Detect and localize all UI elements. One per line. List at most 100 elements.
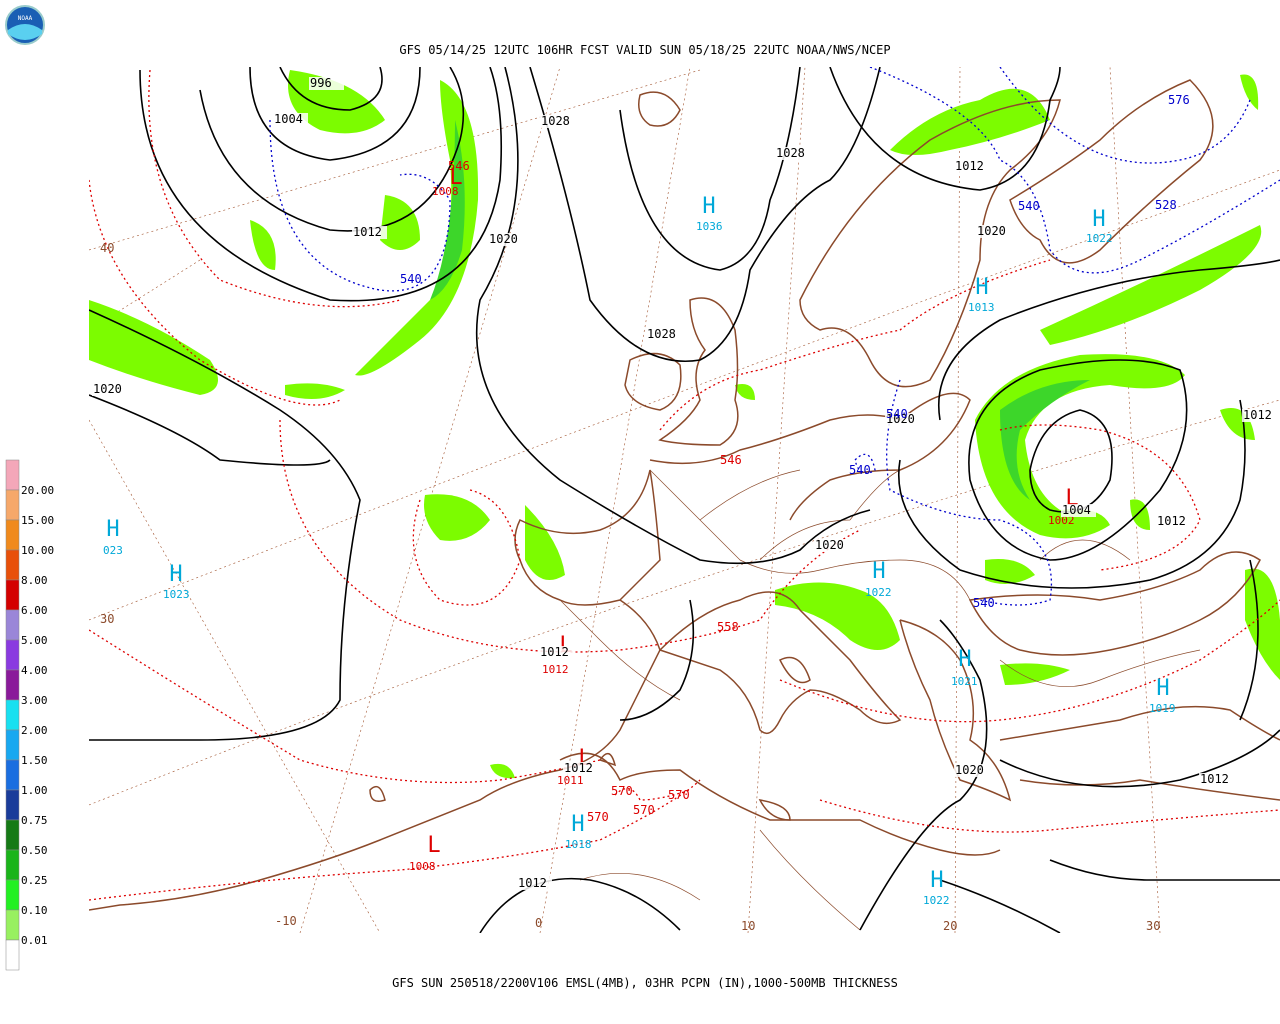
low-pressure: 1008 [432, 185, 459, 198]
label-bg [1199, 773, 1234, 786]
legend-label: 5.00 [21, 634, 48, 647]
legend-swatch [5, 579, 20, 611]
label-bg [273, 113, 308, 126]
thickness-label: 528 [1155, 198, 1177, 212]
high-letter: H [1092, 207, 1105, 232]
isobar-label: 996 [310, 76, 332, 90]
low-pressure: 1011 [557, 774, 584, 787]
isobar-label: 1020 [93, 382, 122, 396]
noaa-logo: NOAA [5, 5, 45, 45]
isobar-label: 1020 [489, 232, 518, 246]
grid-label: 10 [741, 919, 755, 933]
high-letter: H [169, 562, 182, 587]
high-pressure: 1019 [1149, 702, 1176, 715]
label-bg [775, 147, 810, 160]
isobar-label: 1004 [1062, 503, 1091, 517]
graticule [89, 67, 1280, 933]
isobar-label: 1012 [1157, 514, 1186, 528]
low-pressure: 1002 [1048, 514, 1075, 527]
high-pressure: 1013 [968, 301, 995, 314]
label-bg [1061, 504, 1096, 517]
legend-swatch [5, 849, 20, 881]
thickness-label: 570 [611, 784, 633, 798]
legend-swatch [5, 909, 20, 941]
isobar-label: 1012 [1200, 772, 1229, 786]
thickness-label: 540 [1018, 199, 1040, 213]
map-caption: GFS SUN 250518/2200V106 EMSL(4MB), 03HR … [392, 976, 898, 990]
low-pressure: 1008 [409, 860, 436, 873]
thickness-label: 570 [587, 810, 609, 824]
label-bg [1156, 515, 1191, 528]
legend-label: 1.00 [21, 784, 48, 797]
high-letter: H [106, 517, 119, 542]
legend-label: 0.75 [21, 814, 48, 827]
label-bg [540, 115, 575, 128]
borders [559, 469, 1201, 931]
label-bg [885, 413, 920, 426]
thickness-label: 576 [1168, 93, 1190, 107]
legend-swatch [5, 729, 20, 761]
isobars [89, 67, 1280, 933]
thickness-label: 546 [720, 453, 742, 467]
high-pressure: 1022 [923, 894, 950, 907]
legend-label: 6.00 [21, 604, 48, 617]
isobar-label: 1012 [540, 645, 569, 659]
low-pressure: 1012 [542, 663, 569, 676]
thickness-label: 570 [633, 803, 655, 817]
legend-swatch [5, 699, 20, 731]
isobar-label: 1028 [776, 146, 805, 160]
high-letter: H [975, 275, 988, 300]
legend-label: 8.00 [21, 574, 48, 587]
legend-label: 1.50 [21, 754, 48, 767]
legend-swatch [5, 549, 20, 581]
legend-swatch [5, 789, 20, 821]
legend-swatch [5, 819, 20, 851]
label-bg [563, 762, 598, 775]
legend-swatch [5, 459, 20, 491]
isobar-label: 1012 [955, 159, 984, 173]
high-letter: H [930, 868, 943, 893]
thickness-label: 546 [448, 159, 470, 173]
isobar-label: 1028 [647, 327, 676, 341]
label-bg [309, 77, 344, 90]
legend-label: 20.00 [21, 484, 54, 497]
high-letter: H [702, 194, 715, 219]
label-bg [539, 646, 574, 659]
high-pressure: 1036 [696, 220, 723, 233]
thickness-label: 570 [668, 788, 690, 802]
grid-label: 0 [535, 916, 542, 930]
high-pressure: 1021 [951, 675, 978, 688]
legend-swatch [5, 519, 20, 551]
isobar-label: 1028 [541, 114, 570, 128]
legend: 20.00 15.00 10.00 8.00 6.00 5.00 4.00 3.00 2.00 1… [5, 459, 54, 971]
thickness-contours [89, 67, 1280, 901]
label-bg [954, 764, 989, 777]
low-letter: L [427, 833, 440, 858]
isobar-label: 1020 [886, 412, 915, 426]
low-letter: L [449, 165, 462, 190]
label-bg [352, 226, 387, 239]
legend-swatch [5, 639, 20, 671]
legend-swatch [5, 609, 20, 641]
isobar-label: 1020 [977, 224, 1006, 238]
map-title: GFS 05/14/25 12UTC 106HR FCST VALID SUN … [399, 43, 890, 57]
legend-label: 3.00 [21, 694, 48, 707]
legend-label: 0.50 [21, 844, 48, 857]
isobar-label: 1012 [564, 761, 593, 775]
grid-label: 20 [943, 919, 957, 933]
high-pressure: 1023 [163, 588, 190, 601]
grid-label: 30 [100, 612, 114, 626]
legend-label: 0.25 [21, 874, 48, 887]
high-letter: H [1156, 676, 1169, 701]
high-pressure: 1022 [1086, 232, 1113, 245]
precipitation [89, 70, 1280, 779]
coastlines [89, 79, 1280, 911]
label-bg [954, 160, 989, 173]
legend-swatch [5, 489, 20, 521]
thickness-label: 540 [400, 272, 422, 286]
high-pressure: 1022 [865, 586, 892, 599]
legend-label: 2.00 [21, 724, 48, 737]
